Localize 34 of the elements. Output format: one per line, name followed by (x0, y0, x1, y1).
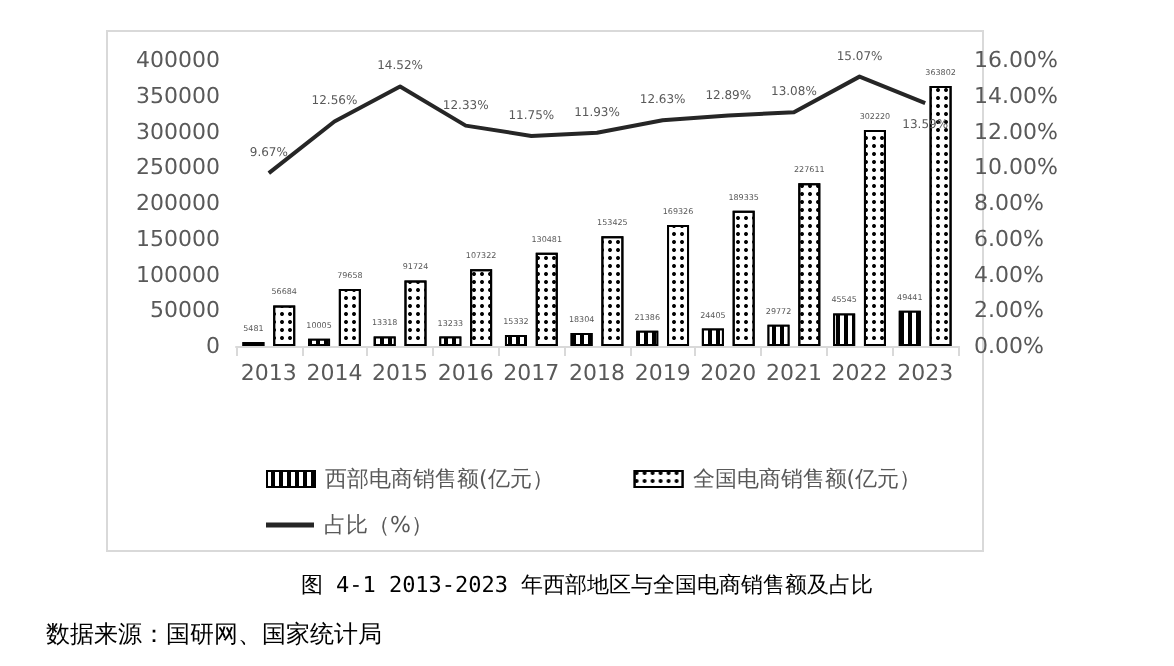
y-tick-label: 300000 (136, 118, 220, 145)
y2-tick-label: 8.00% (974, 190, 1044, 216)
x-tick-label: 2015 (372, 360, 429, 386)
y2-tick-label: 0.00% (974, 333, 1044, 359)
x-tick-label: 2019 (634, 360, 691, 386)
legend-label: 西部电商销售额(亿元） (325, 466, 554, 492)
x-tick-label: 2017 (503, 360, 560, 386)
x-tick-label: 2022 (831, 360, 888, 386)
x-tick-label: 2021 (765, 360, 822, 386)
y2-tick-label: 2.00% (974, 297, 1044, 324)
y-tick-label: 0 (206, 333, 220, 359)
legend-label: 全国电商销售额(亿元） (692, 466, 922, 492)
legend-label: 占比（%） (324, 512, 433, 538)
y-tick-label: 100000 (136, 261, 220, 288)
y-tick-label: 250000 (136, 154, 220, 181)
y2-tick-label: 10.00% (974, 154, 1058, 181)
y-tick-label: 50000 (150, 297, 220, 324)
y2-tick-label: 4.00% (974, 261, 1044, 288)
y2-tick-label: 12.00% (974, 118, 1058, 145)
y-tick-label: 150000 (136, 225, 220, 252)
y-tick-label: 200000 (136, 190, 220, 216)
x-tick-label: 2023 (897, 360, 954, 386)
x-tick-label: 2018 (569, 360, 625, 386)
y2-tick-label: 6.00% (974, 225, 1044, 252)
y2-tick-label: 14.00% (974, 82, 1058, 109)
x-tick-label: 2014 (306, 360, 363, 386)
y-tick-label: 350000 (136, 82, 220, 109)
text: 图 4-1 2013-2023 年西部地区与全国电商销售额及占比 (300, 572, 874, 598)
y2-tick-label: 16.00% (974, 47, 1058, 73)
x-tick-label: 2013 (240, 360, 297, 386)
x-tick-label: 2020 (700, 360, 757, 386)
x-tick-label: 2016 (437, 360, 494, 386)
source-note: 数据来源：国研网、国家统计局 (46, 620, 382, 648)
y-tick-label: 400000 (136, 47, 220, 73)
